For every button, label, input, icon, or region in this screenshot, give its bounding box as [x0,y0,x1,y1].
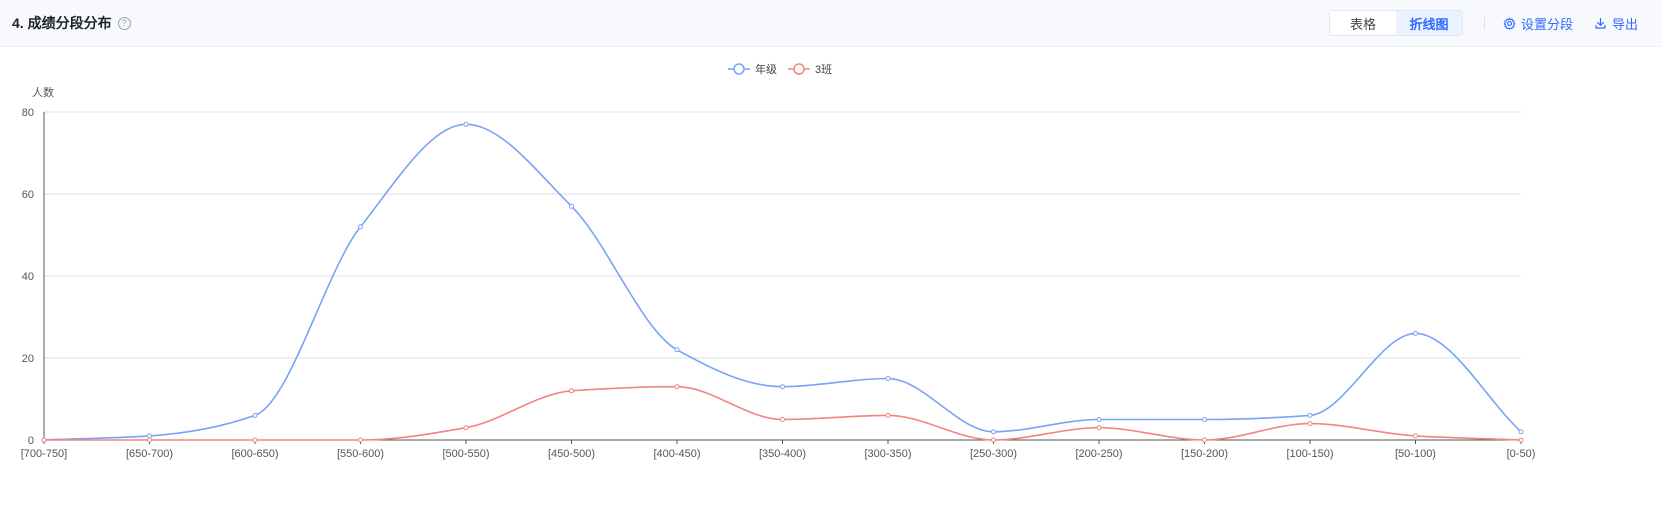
panel-title-text: 4. 成绩分段分布 [12,15,112,31]
x-tick-label: [0-50) [1507,448,1536,460]
data-point-series-1 [885,376,891,381]
data-point-series-1 [569,203,574,209]
tab-line-chart[interactable]: 折线图 [1396,11,1462,35]
data-point-series-2 [1518,437,1524,443]
settings-label: 设置分段 [1521,17,1574,32]
y-tick-label: 20 [22,353,34,365]
view-toggle: 表格 折线图 [1329,10,1463,36]
x-tick-label: [200-250) [1075,448,1122,460]
tab-table[interactable]: 表格 [1349,16,1376,32]
x-tick-label: [100-150) [1286,448,1333,460]
x-tick-label: [400-450) [653,448,700,460]
data-point-series-2 [780,417,785,422]
x-tick-label: [450-500) [548,448,595,460]
download-icon [1595,18,1606,29]
panel-header: 4. 成绩分段分布 ? 表格 折线图 设置分段 导出 [0,0,1662,47]
export-label: 导出 [1612,17,1639,32]
series-line-2 [44,385,1522,441]
data-point-series-1 [1307,412,1313,418]
x-tick-label: [50-100) [1395,448,1436,460]
line-chart: 0 20 40 60 80 人数 [700-750] [650-700) [600-650) [5… [21,62,1536,460]
legend-label-1: 年级 [755,62,777,76]
data-point-series-1 [1413,330,1418,336]
legend-marker-2 [793,63,805,75]
data-point-series-2 [674,384,680,390]
x-tick-label: [600-650) [231,448,278,460]
export-button[interactable]: 导出 [1594,14,1638,33]
x-tick-label: [300-350) [864,448,911,460]
x-tick-label: [550-600) [337,448,384,460]
data-point-series-1 [252,412,258,418]
y-tick-label: 80 [22,107,34,119]
panel-title: 4. 成绩分段分布 ? [12,13,131,33]
y-tick-label: 0 [28,435,34,447]
toolbar-divider [1484,17,1485,29]
data-point-series-2 [991,437,996,443]
data-point-series-1 [1202,417,1207,422]
series-line-1 [43,123,1522,441]
data-point-series-2 [569,388,574,394]
y-axis-title: 人数 [32,86,54,99]
settings-button[interactable]: 设置分段 [1503,14,1573,33]
data-point-series-2 [1202,437,1207,443]
x-tick-label: [350-400) [759,448,806,460]
data-point-series-1 [1096,417,1102,422]
data-point-series-1 [358,224,363,230]
x-tick-label: [700-750] [21,448,67,460]
data-point-series-2 [358,437,363,443]
data-point-series-2 [41,437,47,443]
legend-marker-1 [733,63,745,75]
data-point-series-1 [780,384,785,390]
data-point-series-1 [1518,429,1524,435]
chart-area: 0 20 40 60 80 人数 [700-750] [650-700) [600-650) [5… [0,47,1664,514]
y-tick-label: 60 [22,189,34,201]
data-point-series-1 [991,429,996,435]
data-point-series-2 [463,425,469,431]
x-tick-label: [150-200) [1181,448,1228,460]
question-circle-icon[interactable]: ? [117,16,131,30]
data-point-series-2 [885,412,891,418]
legend-label-2: 3班 [815,63,832,76]
data-point-series-2 [252,437,258,443]
data-point-series-1 [674,347,680,353]
data-point-series-1 [463,121,469,127]
x-tick-label: [500-550) [442,448,489,460]
x-tick-label: [650-700) [126,448,173,460]
data-point-series-2 [147,437,152,443]
data-point-series-2 [1307,421,1313,427]
y-tick-label: 40 [22,271,34,283]
data-point-series-2 [1096,425,1102,431]
data-point-series-1 [147,433,152,439]
x-tick-label: [250-300) [970,448,1017,460]
gear-icon [1503,17,1516,30]
data-point-series-2 [1413,433,1418,439]
